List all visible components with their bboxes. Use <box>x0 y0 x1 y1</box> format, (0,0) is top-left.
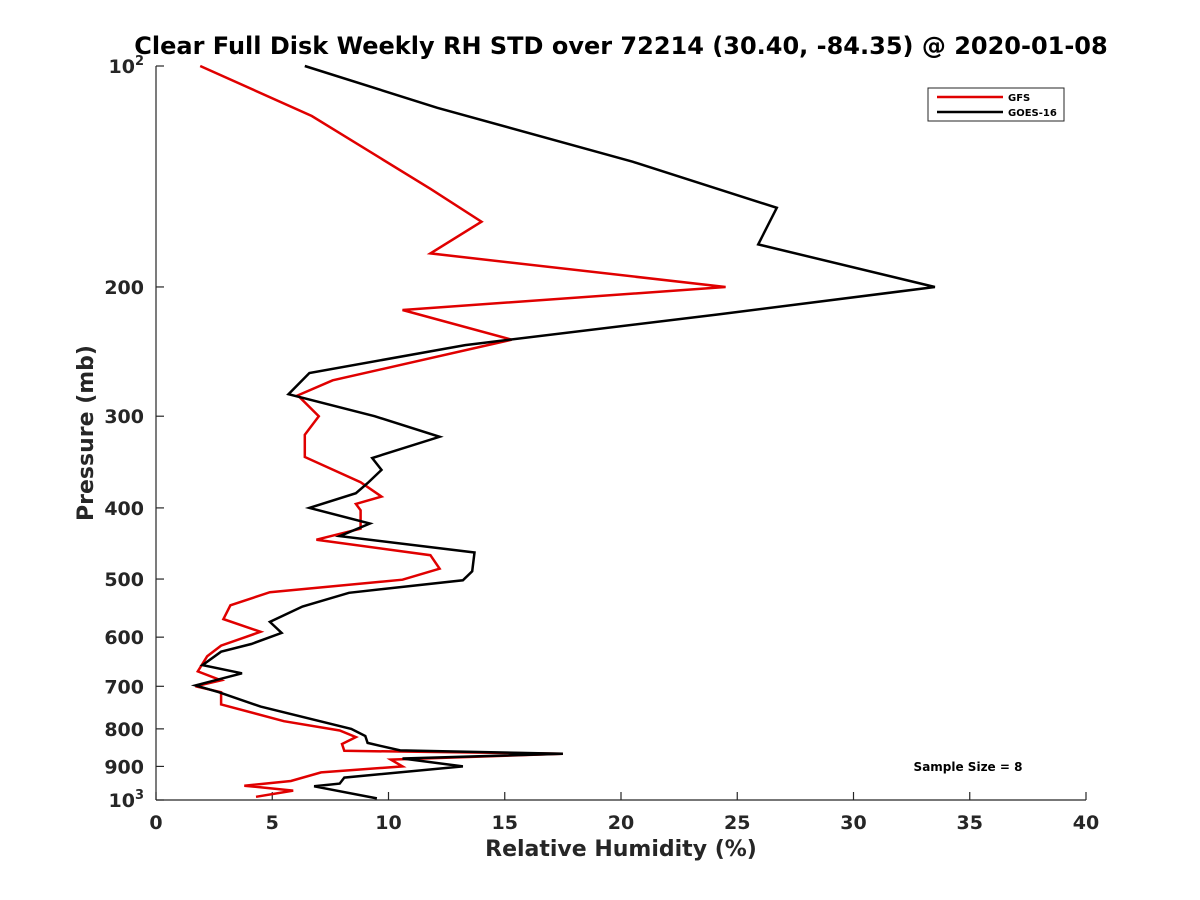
y-tick-label: 102 <box>109 54 145 78</box>
y-tick-label: 500 <box>104 569 144 591</box>
y-tick-label: 400 <box>104 498 144 520</box>
y-tick-label: 800 <box>104 719 144 741</box>
x-tick-label: 30 <box>840 812 866 834</box>
series-line-goes-16 <box>190 64 936 800</box>
y-axis-label: Pressure (mb) <box>74 345 99 521</box>
x-tick-label: 35 <box>957 812 983 834</box>
x-tick-label: 15 <box>492 812 518 834</box>
x-tick-label: 25 <box>724 812 750 834</box>
legend-label-gfs: GFS <box>1008 93 1030 104</box>
y-tick-label: 600 <box>104 627 144 649</box>
y-tick-label: 700 <box>104 676 144 698</box>
series-lines <box>190 64 936 800</box>
x-axis-label: Relative Humidity (%) <box>485 837 757 862</box>
x-tick-label: 0 <box>149 812 162 834</box>
y-tick-label: 200 <box>104 277 144 299</box>
y-tick-label: 900 <box>104 756 144 778</box>
legend: GFS GOES-16 <box>927 87 1065 122</box>
y-tick-label: 103 <box>109 788 145 812</box>
x-ticks: 0 5 10 15 20 25 30 35 40 <box>149 792 1099 834</box>
x-tick-label: 10 <box>375 812 401 834</box>
x-tick-label: 20 <box>608 812 634 834</box>
chart-title: Clear Full Disk Weekly RH STD over 72214… <box>134 32 1107 60</box>
y-ticks: 102 200 300 400 500 600 700 800 900 103 <box>104 54 164 812</box>
sample-size-annotation: Sample Size = 8 <box>914 760 1023 774</box>
y-tick-label: 300 <box>104 406 144 428</box>
legend-label-goes-16: GOES-16 <box>1008 108 1057 119</box>
x-tick-label: 5 <box>266 812 279 834</box>
x-tick-label: 40 <box>1073 812 1099 834</box>
plot-area: 102 200 300 400 500 600 700 800 900 103 0 5 10 15 20 2… <box>104 54 1099 834</box>
legend-box <box>927 87 1065 122</box>
